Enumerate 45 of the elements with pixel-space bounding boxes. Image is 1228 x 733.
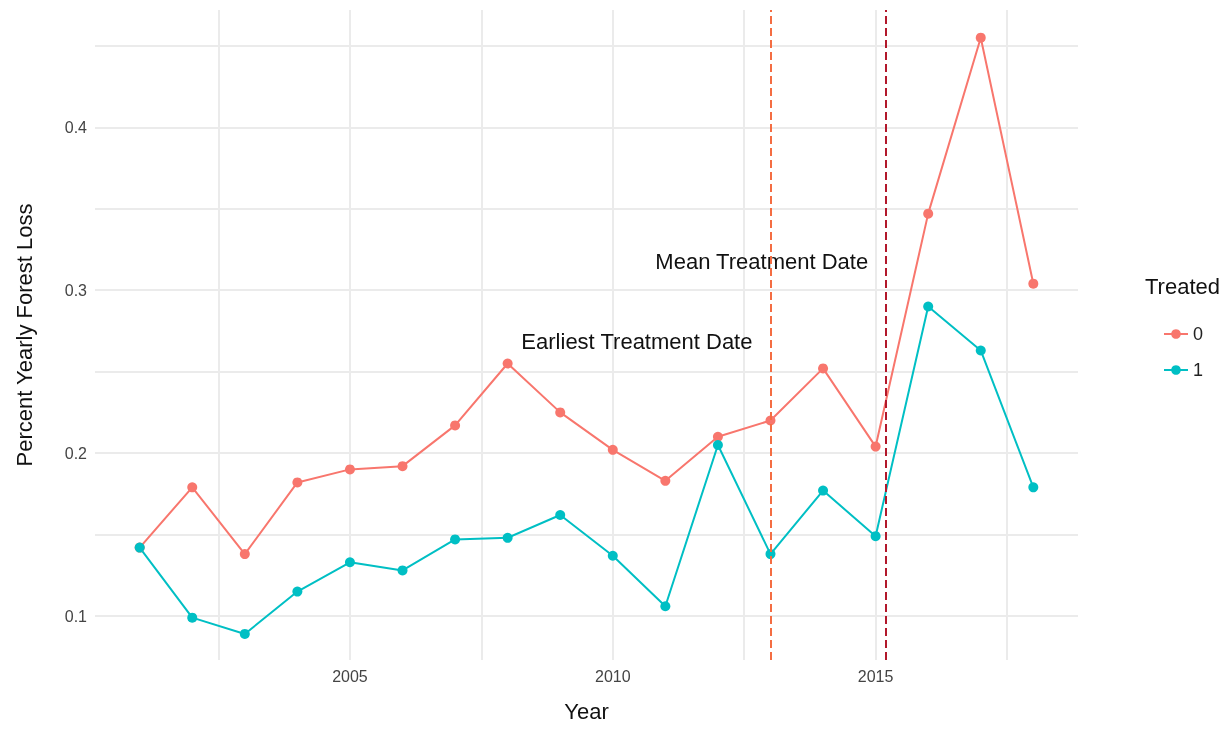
point	[712, 439, 723, 450]
y-tick-label: 0.2	[64, 444, 88, 462]
point	[292, 586, 303, 597]
ref-line-label: Earliest Treatment Date	[521, 328, 753, 354]
point	[607, 444, 618, 455]
point	[344, 557, 355, 568]
point	[870, 441, 881, 452]
point	[818, 363, 829, 374]
point	[1028, 278, 1039, 289]
point	[923, 208, 934, 219]
y-tick-label: 0.1	[64, 607, 88, 625]
point	[1028, 482, 1039, 493]
point	[975, 345, 986, 356]
point	[239, 628, 250, 639]
legend-label: 0	[1192, 324, 1203, 344]
point	[502, 358, 513, 369]
point	[502, 532, 513, 543]
legend-title: Treated	[1145, 273, 1221, 299]
ref-line-label: Mean Treatment Date	[655, 248, 869, 274]
x-axis-title: Year	[564, 698, 609, 724]
point	[187, 482, 198, 493]
x-tick-label: 2005	[332, 667, 368, 685]
point	[450, 534, 461, 545]
y-tick-label: 0.3	[64, 281, 88, 299]
point	[660, 475, 671, 486]
point	[344, 464, 355, 475]
point	[292, 477, 303, 488]
point	[555, 510, 566, 521]
point	[397, 461, 408, 472]
legend-label: 1	[1192, 360, 1203, 380]
point	[450, 420, 461, 431]
point	[555, 407, 566, 418]
y-tick-label: 0.4	[64, 118, 88, 136]
point	[923, 301, 934, 312]
point	[818, 485, 829, 496]
point	[870, 531, 881, 542]
point	[660, 601, 671, 612]
point	[239, 549, 250, 560]
x-tick-label: 2010	[594, 667, 631, 685]
point	[607, 550, 618, 561]
point	[975, 32, 986, 43]
point	[187, 612, 198, 623]
y-axis-title: Percent Yearly Forest Loss	[11, 203, 37, 467]
point	[397, 565, 408, 576]
x-tick-label: 2015	[857, 667, 894, 685]
